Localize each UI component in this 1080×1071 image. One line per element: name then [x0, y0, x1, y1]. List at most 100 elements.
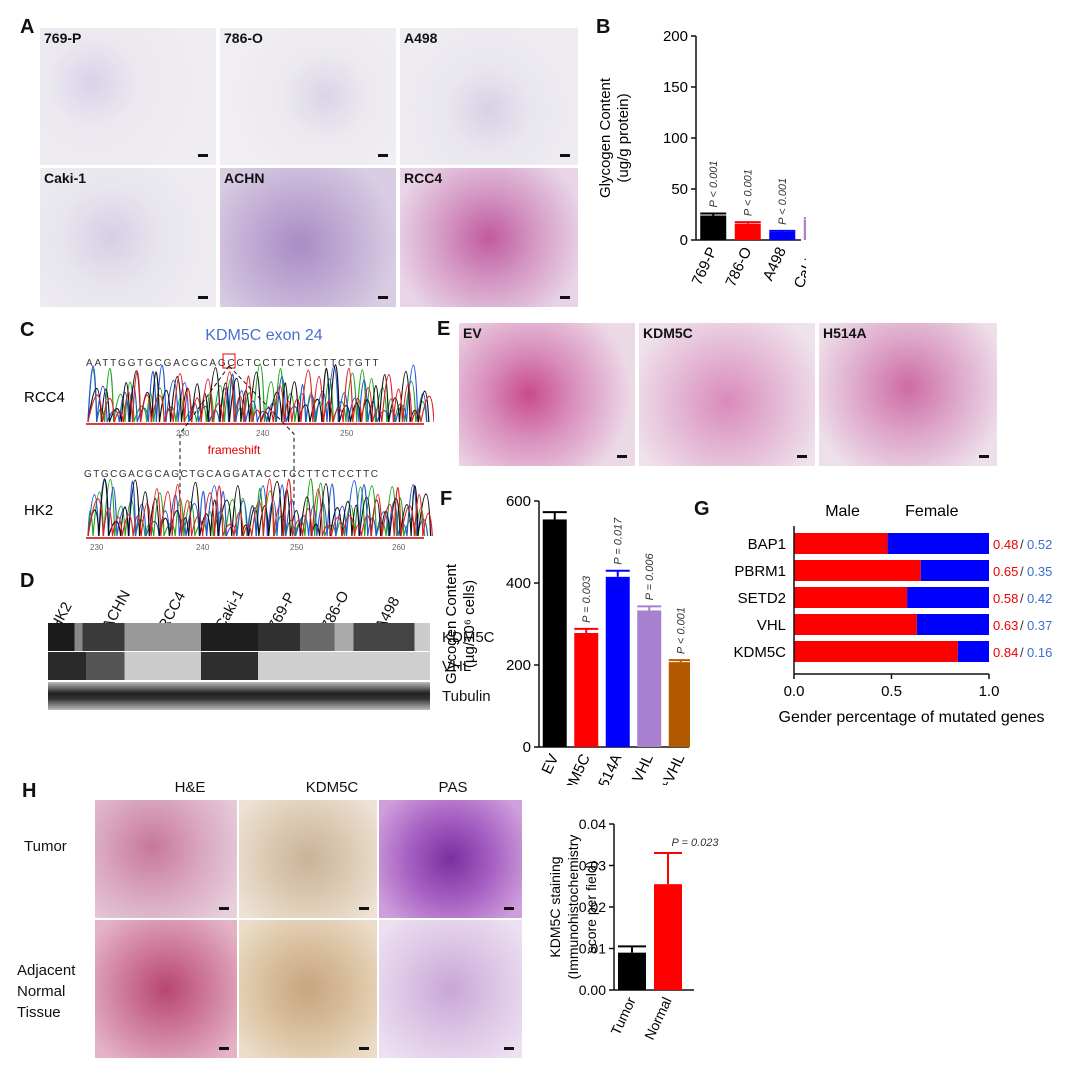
- bar-786-o: [734, 223, 761, 240]
- x-category-label: 769-P: [689, 245, 721, 288]
- scale-bar: [359, 907, 369, 910]
- value-label-male: 0.63: [993, 618, 1018, 633]
- value-label-female: 0.52: [1027, 537, 1052, 552]
- micrograph-769p: 769-P: [40, 28, 216, 165]
- x-axis-label: Gender percentage of mutated genes: [779, 709, 1045, 726]
- y-axis-label: KDM5C staining: [547, 856, 563, 957]
- micrograph-label: ACHN: [224, 170, 265, 186]
- value-label-female: 0.37: [1027, 618, 1052, 633]
- y-tick-label: 100: [663, 130, 688, 147]
- tick-230b: 230: [90, 543, 104, 552]
- bar-h514a: [605, 576, 630, 747]
- legend-female: Female: [905, 503, 958, 520]
- value-label-male: 0.58: [993, 591, 1018, 606]
- row-label-hk2: HK2: [24, 502, 53, 519]
- blot-band-vhl: [48, 652, 430, 680]
- panel-label-h: H: [22, 780, 37, 802]
- bar-female-setd2: [907, 587, 989, 608]
- column-header-pas: PAS: [438, 779, 468, 796]
- scale-bar: [797, 455, 807, 458]
- value-separator: /: [1020, 618, 1024, 633]
- bar-vhl: [637, 610, 662, 747]
- value-label-male: 0.84: [993, 645, 1018, 660]
- ihc-pas-normal: [379, 920, 522, 1058]
- legend-male: Male: [825, 503, 860, 520]
- bar-male-vhl: [794, 614, 917, 635]
- x-category-label: Tumor: [607, 994, 639, 1037]
- tick-230: 230: [176, 429, 190, 438]
- p-value-label: P < 0.001: [708, 160, 720, 207]
- micrograph-label: 786-O: [224, 30, 263, 46]
- panel-label-d: D: [20, 570, 35, 592]
- scale-bar: [979, 455, 989, 458]
- y-axis-label: (µg/10⁶ cells): [461, 580, 478, 668]
- bar-normal: [654, 884, 682, 990]
- y-category-label: BAP1: [748, 536, 786, 553]
- p-value-label: P < 0.001: [777, 178, 789, 225]
- ihc-kdm5c-tumor: [239, 800, 377, 918]
- value-separator: /: [1020, 591, 1024, 606]
- micrograph-label: EV: [463, 325, 482, 341]
- x-category-label: A498: [760, 245, 790, 284]
- y-tick-label: 0.04: [579, 816, 606, 832]
- value-separator: /: [1020, 564, 1024, 579]
- ihc-he-tumor: [95, 800, 237, 918]
- bar-kdm5c-vhl: [668, 662, 690, 747]
- p-value-label: P = 0.003: [581, 575, 593, 623]
- y-axis-label: score per field): [583, 861, 599, 954]
- value-label-male: 0.65: [993, 564, 1018, 579]
- bar-female-bap1: [887, 533, 989, 554]
- chart-b-glycogen-cell-lines: 0 50 100 150 200 769-P P < 0.001 786-O P < 0.001…: [597, 28, 806, 291]
- y-tick-label: 150: [663, 79, 688, 96]
- micrograph-786o: 786-O: [220, 28, 396, 165]
- ihc-he-normal: [95, 920, 237, 1058]
- y-category-label: SETD2: [738, 590, 786, 607]
- y-axis-label: Glycogen Content: [443, 563, 460, 684]
- p-value-label: P = 0.006: [644, 552, 656, 600]
- p-value-label: P < 0.001: [676, 607, 688, 654]
- scale-bar: [560, 296, 570, 299]
- x-category-label: Normal: [641, 995, 675, 1043]
- x-tick-label: 0.5: [881, 683, 902, 700]
- bar-kdm5c: [574, 633, 599, 747]
- mutation-box: [222, 353, 236, 369]
- bar-a498: [769, 231, 796, 240]
- band-label-kdm5c: KDM5C: [442, 629, 495, 646]
- y-tick-label: 0.02: [579, 899, 606, 915]
- blot-band-kdm5c: [48, 623, 430, 651]
- sequence-top: AATTGGTGCGACGCAGCCTCCTTCTCCTTCTGTT: [86, 358, 380, 369]
- blot-band-tubulin: [48, 682, 430, 710]
- frameshift-line-right: [228, 365, 295, 506]
- chart-h-kdm5c-staining: 0.00 0.01 0.02 0.03 0.04 Tumor Normal KDM5C sta…: [547, 816, 719, 1043]
- y-tick-label: 400: [506, 575, 531, 592]
- bar-tumor: [618, 952, 646, 990]
- scale-bar: [198, 154, 208, 157]
- row-label-normal-3: Tissue: [17, 1004, 61, 1021]
- micrograph-label: 769-P: [44, 30, 82, 46]
- micrograph-caki1: Caki-1: [40, 168, 216, 307]
- x-tick-label: 0.0: [784, 683, 805, 700]
- row-label-rcc4: RCC4: [24, 389, 65, 406]
- y-axis-label: Glycogen Content: [597, 77, 614, 198]
- micrograph-label: Caki-1: [44, 170, 87, 186]
- p-value-label: P < 0.001: [743, 169, 755, 216]
- bar-male-bap1: [794, 533, 888, 554]
- p-value-label: P = 0.017: [613, 517, 625, 565]
- bar-female-pbrm1: [920, 560, 989, 581]
- y-tick-label: 200: [663, 28, 688, 45]
- scale-bar: [198, 296, 208, 299]
- y-tick-label: 0.00: [579, 982, 606, 998]
- scale-bar: [560, 154, 570, 157]
- micrograph-kdm5c: KDM5C: [639, 323, 815, 466]
- micrograph-label: KDM5C: [643, 325, 693, 341]
- bar-male-kdm5c: [794, 641, 958, 662]
- bar-female-kdm5c: [957, 641, 989, 662]
- tick-240: 240: [256, 429, 270, 438]
- scale-bar: [504, 907, 514, 910]
- bar-male-setd2: [794, 587, 908, 608]
- micrograph-label: A498: [404, 30, 438, 46]
- x-category-label: 786-O: [722, 245, 755, 290]
- y-axis-label: (Immunohistochemistry: [565, 835, 581, 980]
- chromatogram-hk2: [87, 478, 433, 537]
